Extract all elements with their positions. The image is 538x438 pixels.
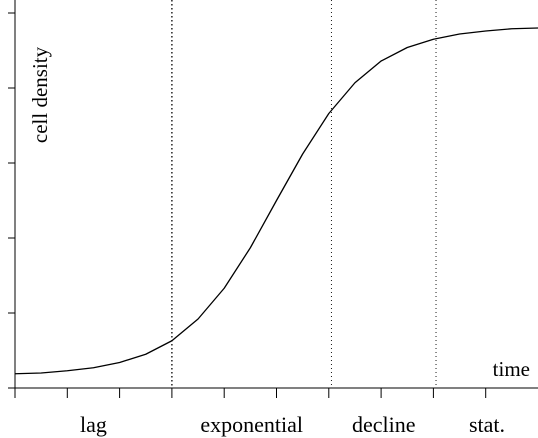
x-axis-label: time bbox=[493, 357, 530, 381]
phase-label: exponential bbox=[200, 412, 303, 437]
y-axis-label: cell density bbox=[28, 46, 52, 143]
phase-label: lag bbox=[80, 412, 107, 437]
growth-curve bbox=[14, 27, 538, 375]
phase-label: decline bbox=[352, 412, 416, 437]
phase-label: stat. bbox=[469, 412, 505, 437]
